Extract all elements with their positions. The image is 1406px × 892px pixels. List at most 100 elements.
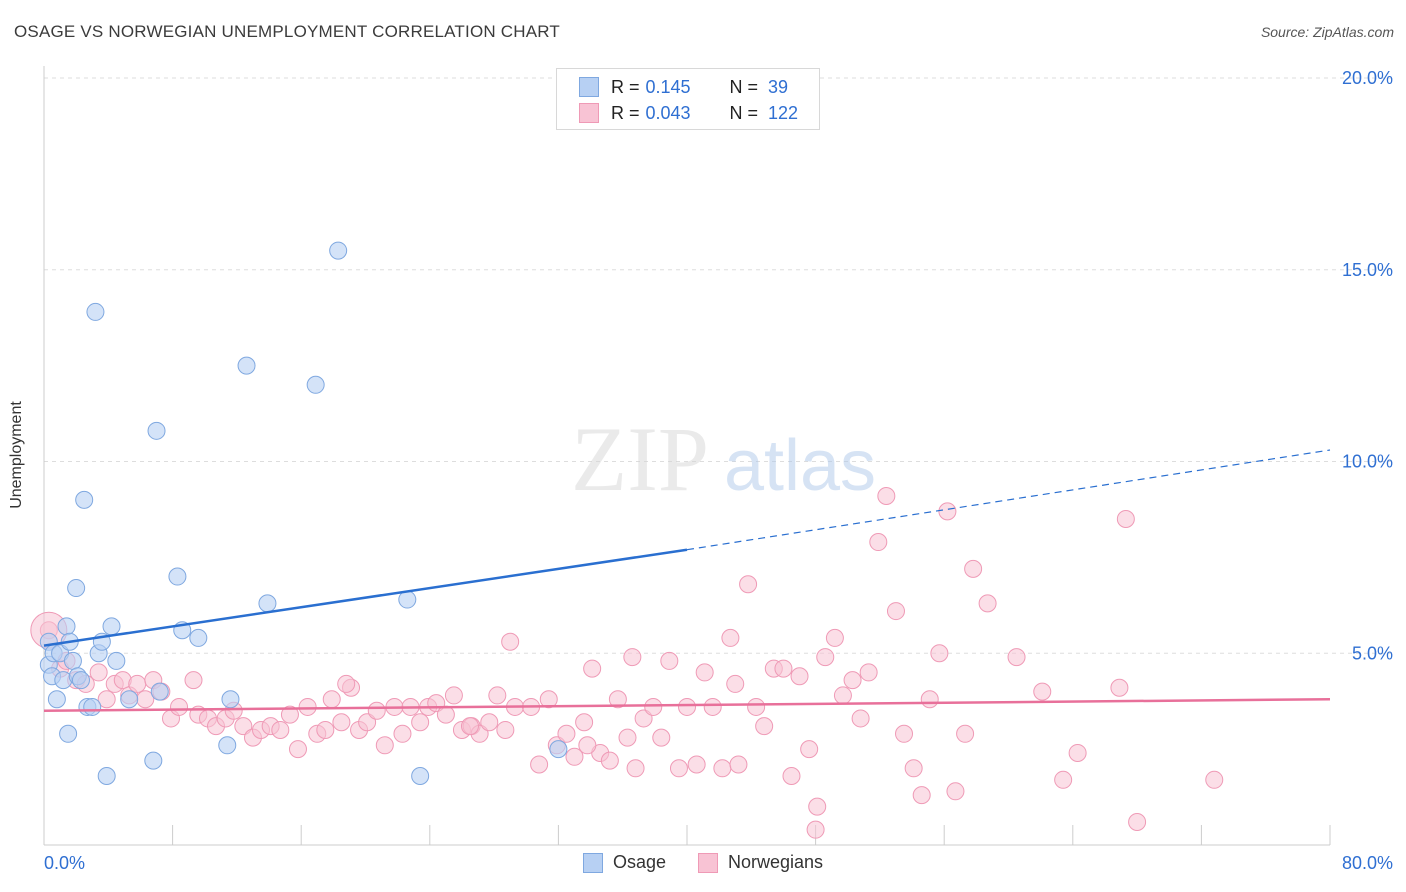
legend-item-norwegians[interactable]: Norwegians <box>698 852 823 873</box>
watermark-atlas: atlas <box>724 426 876 506</box>
grid-lines <box>44 77 1392 654</box>
osage-point <box>144 751 163 770</box>
osage-point <box>218 736 237 755</box>
y-tick-label: 5.0% <box>1352 643 1393 663</box>
legend-item-osage[interactable]: Osage <box>582 852 666 873</box>
norwegians-point <box>1116 510 1135 529</box>
norwegians-point <box>877 487 896 506</box>
norwegians-point <box>170 697 189 716</box>
norwegians-point <box>623 648 642 667</box>
norwegians-point <box>800 740 819 759</box>
legend-row-norwegians: R = 0.043 N = 122 <box>579 100 798 126</box>
norwegians-point <box>721 628 740 647</box>
norwegians-point <box>808 797 827 816</box>
norwegians-point <box>496 720 515 739</box>
y-tick-label: 15.0% <box>1342 260 1393 280</box>
norwegians-point <box>816 648 835 667</box>
norwegians-point <box>501 632 520 651</box>
norwegians-point <box>747 697 766 716</box>
norwegians-point <box>806 820 825 839</box>
norwegians-point <box>904 759 923 778</box>
norwegians-point <box>895 724 914 743</box>
norwegians-point <box>782 766 801 785</box>
norwegians-point <box>695 663 714 682</box>
osage-trend-extension <box>686 449 1331 551</box>
norwegians-point <box>851 709 870 728</box>
y-tick-label: 10.0% <box>1342 452 1393 472</box>
norwegians-point <box>97 690 116 709</box>
norwegians-point <box>578 736 597 755</box>
norwegians-point <box>565 747 584 766</box>
osage-point <box>59 724 78 743</box>
legend-label-norwegians: Norwegians <box>728 852 824 872</box>
norwegians-point <box>678 697 696 716</box>
norwegians-point <box>89 663 108 682</box>
osage-point <box>47 690 66 709</box>
norwegians-point <box>1054 770 1073 789</box>
legend-r-label: R = <box>611 76 640 97</box>
legend-n-label: N = <box>729 76 759 97</box>
norwegians-point <box>843 671 862 690</box>
norwegians-point <box>271 720 290 739</box>
norwegians-point <box>1033 682 1052 701</box>
osage-point <box>67 579 86 598</box>
norwegians-point <box>530 755 549 774</box>
osage-point <box>71 671 90 690</box>
osage-point <box>398 590 417 609</box>
norwegians-point <box>920 690 939 709</box>
norwegians-point <box>703 697 722 716</box>
norwegians-point <box>358 713 377 732</box>
norwegians-point <box>298 697 317 716</box>
osage-points <box>39 241 568 785</box>
osage-point <box>549 740 568 759</box>
osage-point <box>102 617 121 636</box>
norwegians-point <box>1110 678 1129 697</box>
x-tick-label: 0.0% <box>44 853 85 873</box>
norwegians-point <box>669 759 688 778</box>
norwegians-swatch <box>698 852 718 873</box>
legend-r-value: 0.145 <box>645 76 691 97</box>
norwegians-point <box>859 663 878 682</box>
norwegians-point <box>774 659 793 678</box>
legend-row-osage: R = 0.145 N = 39 <box>579 74 788 100</box>
norwegians-point <box>367 701 386 720</box>
norwegians-point <box>946 782 965 801</box>
norwegians-point <box>280 705 299 724</box>
osage-point <box>147 421 166 440</box>
norwegians-point <box>316 720 335 739</box>
norwegians-point <box>739 575 758 594</box>
norwegians-point <box>288 740 307 759</box>
norwegians-swatch <box>579 103 599 123</box>
norwegians-point <box>436 705 455 724</box>
osage-point <box>97 766 116 785</box>
osage-point <box>258 594 277 613</box>
osage-point <box>83 697 102 716</box>
norwegians-point <box>660 651 679 670</box>
osage-point <box>86 302 105 321</box>
trend-lines <box>43 449 1331 713</box>
norwegians-point <box>337 674 356 693</box>
series-legend: Osage Norwegians <box>0 852 1406 873</box>
norwegians-point <box>444 686 463 705</box>
norwegians-point <box>575 713 594 732</box>
norwegians-point <box>790 667 809 686</box>
norwegians-point <box>1205 770 1224 789</box>
osage-point <box>237 356 256 375</box>
norwegians-point <box>184 671 203 690</box>
x-tick-label: 80.0% <box>1342 853 1393 873</box>
legend-r-label: R = <box>611 102 640 123</box>
norwegians-point <box>652 728 671 747</box>
norwegians-point <box>375 736 394 755</box>
norwegians-point <box>557 724 576 743</box>
norwegians-point <box>1068 743 1087 762</box>
osage-point <box>120 690 139 709</box>
norwegians-point <box>488 686 507 705</box>
norwegians-point <box>729 755 748 774</box>
norwegians-point <box>964 559 983 578</box>
osage-point <box>107 651 126 670</box>
norwegians-point <box>687 755 706 774</box>
norwegians-point <box>234 717 253 736</box>
osage-point <box>168 567 187 586</box>
norwegians-point <box>869 533 888 552</box>
